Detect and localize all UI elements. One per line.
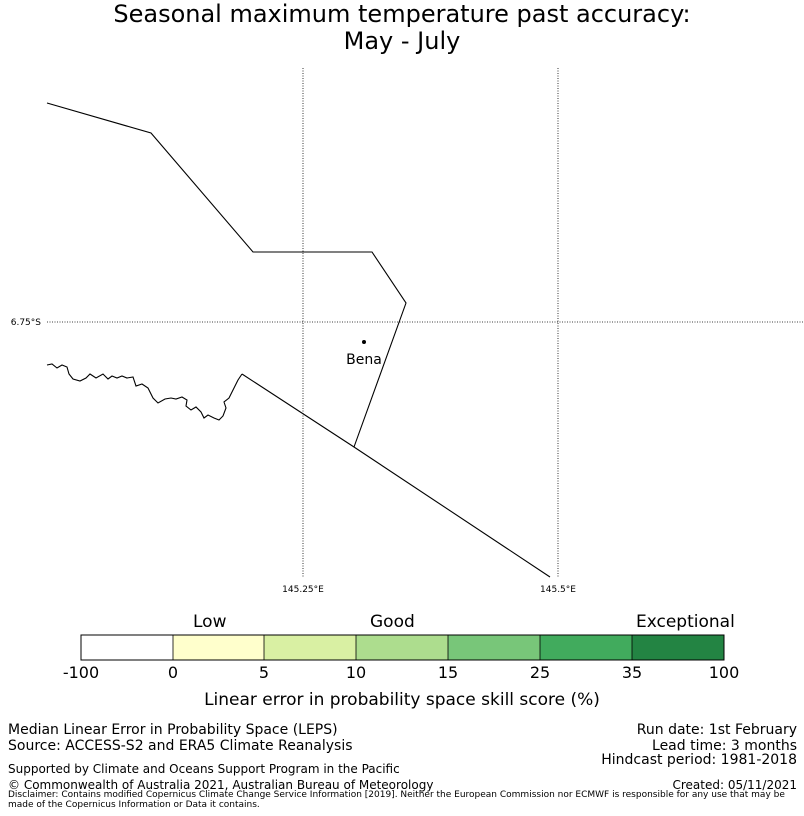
created-text: Created: 05/11/2021	[672, 778, 797, 792]
chart-title-line2: May - July	[343, 27, 461, 55]
colorbar-segment-6	[632, 635, 724, 660]
disclaimer-text: Disclaimer: Contains modified Copernicus…	[8, 790, 785, 810]
colorbar-tick: 15	[437, 663, 459, 682]
colorbar-tick: 25	[529, 663, 551, 682]
latitude-label: 6.75°S	[11, 318, 42, 328]
hindcast-text: Hindcast period: 1981-2018	[601, 752, 797, 768]
colorbar-segment-5	[540, 635, 632, 660]
colorbar-segment-1	[173, 635, 264, 660]
category-low-label: Low	[193, 612, 227, 632]
colorbar-segment-2	[264, 635, 356, 660]
colorbar-tick: 100	[708, 663, 740, 682]
colorbar-tick: 10	[345, 663, 367, 682]
longitude-label-145-5: 145.5°E	[540, 585, 576, 595]
colorbar-tick: 0	[167, 663, 179, 682]
support-text: Supported by Climate and Oceans Support …	[8, 762, 400, 776]
lead-time-text: Lead time: 3 months	[652, 738, 797, 754]
boundary-river	[46, 363, 243, 421]
bena-location-dot	[362, 340, 366, 344]
colorbar-tick: -100	[62, 663, 100, 682]
boundary-north	[46, 102, 407, 448]
colorbar-frame	[80, 634, 725, 661]
longitude-label-145-25: 145.25°E	[282, 585, 324, 595]
colorbar-segment-3	[356, 635, 448, 660]
run-date-text: Run date: 1st February	[636, 722, 797, 738]
category-good-label: Good	[370, 612, 415, 632]
colorbar-axis-label: Linear error in probability space skill …	[204, 690, 600, 710]
boundary-south	[241, 373, 551, 578]
colorbar-tick: 35	[621, 663, 643, 682]
colorbar-segment-0	[81, 635, 173, 660]
bena-label: Bena	[346, 352, 382, 368]
method-text: Median Linear Error in Probability Space…	[8, 722, 338, 738]
chart-title-line1: Seasonal maximum temperature past accura…	[113, 0, 691, 28]
category-exceptional-label: Exceptional	[636, 612, 735, 632]
copyright-text: © Commonwealth of Australia 2021, Austra…	[8, 778, 434, 792]
source-text: Source: ACCESS-S2 and ERA5 Climate Reana…	[8, 738, 353, 754]
colorbar	[80, 634, 725, 661]
colorbar-segment-4	[448, 635, 540, 660]
colorbar-tick: 5	[258, 663, 270, 682]
